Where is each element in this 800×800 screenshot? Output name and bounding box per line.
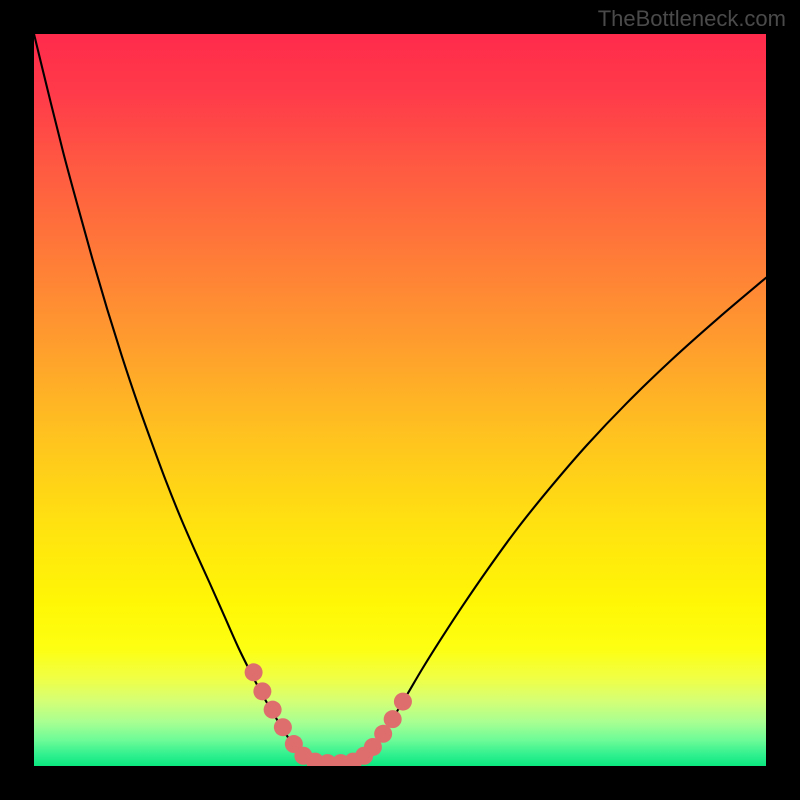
watermark: TheBottleneck.com	[598, 6, 786, 32]
curve-marker	[394, 693, 412, 711]
curve-marker	[274, 718, 292, 736]
plot-area	[34, 34, 766, 766]
marker-group	[245, 663, 412, 766]
curve-marker	[384, 710, 402, 728]
curve-marker	[245, 663, 263, 681]
chart-svg	[34, 34, 766, 766]
curve-marker	[264, 701, 282, 719]
curve-marker	[253, 682, 271, 700]
bottleneck-curve	[34, 34, 766, 763]
